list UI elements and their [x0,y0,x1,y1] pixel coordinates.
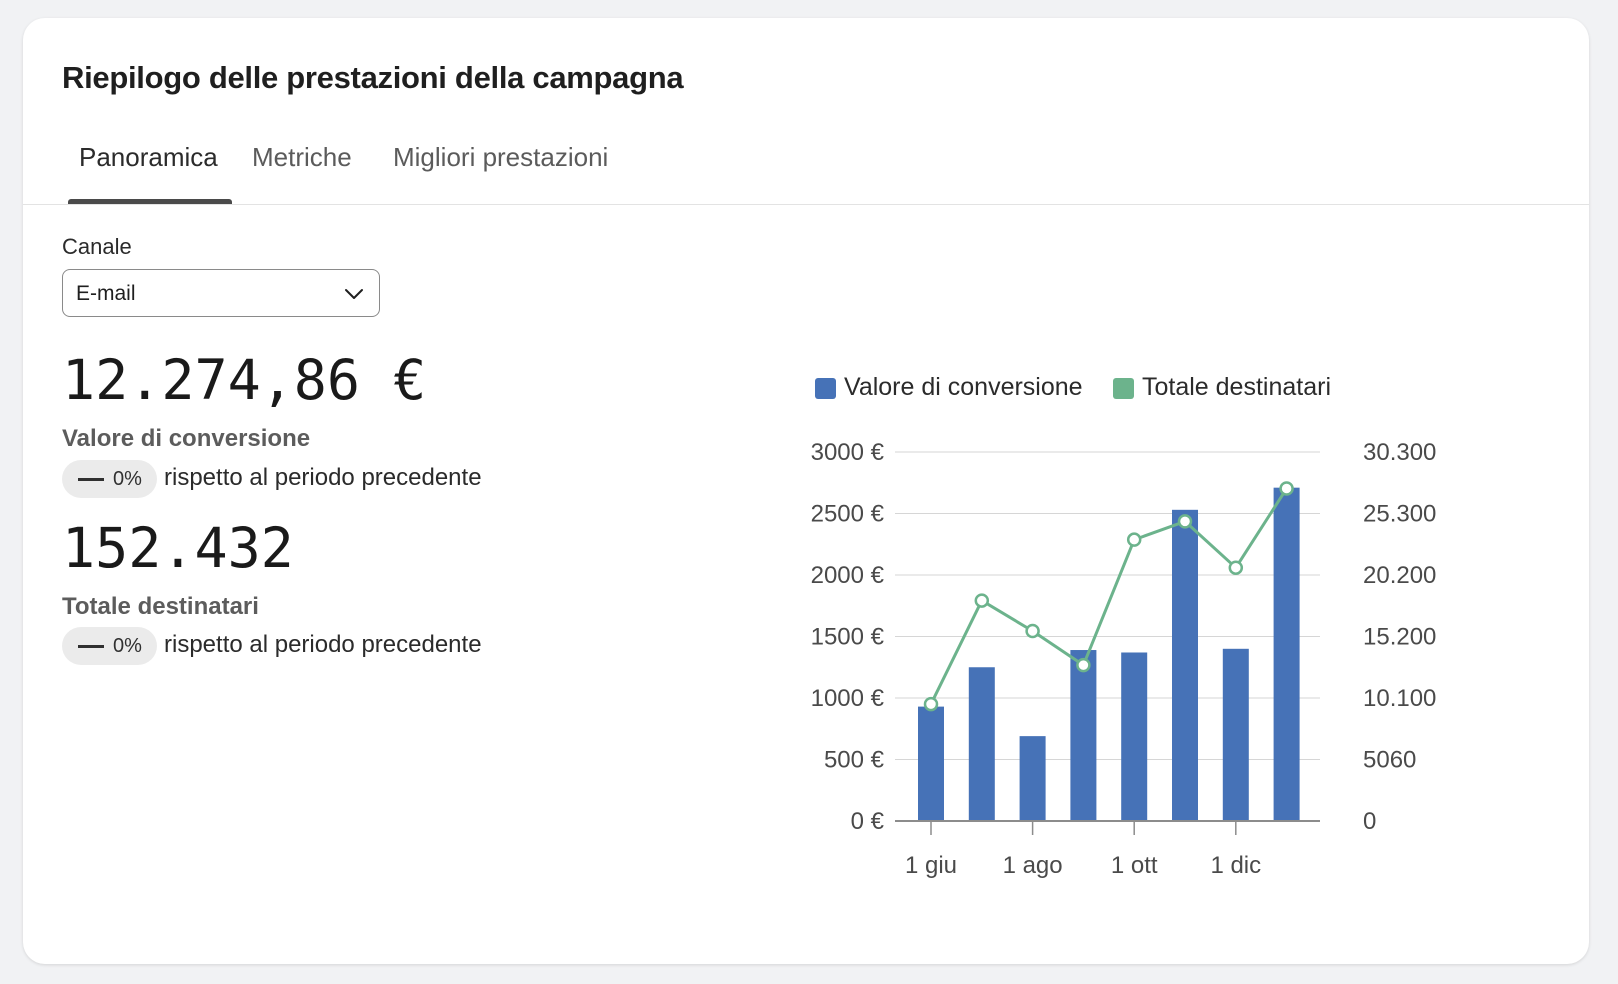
tab-migliori-prestazioni[interactable]: Migliori prestazioni [393,142,609,172]
channel-select[interactable]: E-mail [62,269,380,317]
chevron-down-icon [345,289,363,299]
recipients-line [929,487,1288,705]
y-left-tick-label: 0 € [851,808,885,835]
tick-labels: 0 € 500 € 1000 € 1500 € 2000 € 2500 € 3000 € 0 5… [811,439,1437,879]
active-tab-indicator [68,199,232,204]
x-tick-label: 1 giu [905,852,957,879]
axes [895,820,1320,835]
line-point [974,593,990,608]
y-right-tick-label: 30.300 [1363,439,1436,466]
line-series [923,481,1294,712]
y-left-tick-label: 2000 € [811,562,885,589]
y-left-tick-label: 1500 € [811,624,885,651]
x-tick-label: 1 ago [1003,852,1063,879]
y-left-tick-label: 500 € [824,747,885,774]
channel-select-value: E-mail [76,282,136,305]
tab-panoramica[interactable]: Panoramica [79,142,218,172]
recipients-delta-badge: 0% [62,627,157,665]
recipients-delta-comparison: rispetto al periodo precedente [164,631,482,658]
legend-label-recipients: Totale destinatari [1142,373,1332,401]
legend-label-conversion: Valore di conversione [844,373,1083,401]
y-left-tick-label: 2500 € [811,501,885,528]
y-right-tick-label: 5060 [1363,747,1416,774]
dash-icon [78,478,104,481]
channel-label: Canale [62,234,132,259]
y-right-tick-label: 20.200 [1363,562,1436,589]
bar [1121,652,1148,821]
bar [1172,509,1198,821]
bar [968,667,995,821]
tab-bar: Panoramica Metriche Migliori prestazioni [23,118,1589,205]
line-point [1126,532,1142,547]
conversion-value-label: Valore di conversione [62,425,311,452]
line-point [1076,657,1091,673]
line-point [1228,560,1244,575]
y-right-tick-label: 25.300 [1363,501,1436,528]
bar [1070,650,1097,821]
y-left-tick-label: 1000 € [811,685,885,712]
x-tick-label: 1 ott [1111,852,1158,879]
y-left-tick-label: 3000 € [811,439,885,466]
line-point [1177,514,1193,529]
line-point [1025,623,1040,639]
x-tick-label: 1 dic [1210,852,1261,879]
campaign-summary-card: Riepilogo delle prestazioni della campag… [23,18,1589,964]
recipients-label: Totale destinatari [62,593,259,620]
y-right-tick-label: 10.100 [1363,685,1436,712]
dash-icon [78,645,104,648]
bar [918,706,944,821]
bar [1222,648,1249,821]
conversion-delta-badge: 0% [62,460,157,498]
conversion-value: 12.274,86 € [62,348,427,412]
line-point [923,696,939,712]
y-right-tick-label: 0 [1363,808,1376,835]
bar [1019,736,1046,821]
legend-swatch-recipients [1113,378,1134,399]
y-right-tick-label: 15.200 [1363,624,1436,651]
combo-chart: 0 € 500 € 1000 € 1500 € 2000 € 2500 € 3000 € 0 5… [811,439,1437,879]
legend-swatch-conversion [815,378,836,399]
bar [1273,487,1300,821]
bar-series [918,487,1300,821]
tab-metriche[interactable]: Metriche [252,142,352,172]
page-title: Riepilogo delle prestazioni della campag… [62,60,684,95]
conversion-delta-percent: 0% [113,468,142,490]
line-point [1279,481,1294,496]
conversion-delta-comparison: rispetto al periodo precedente [164,464,482,491]
recipients-value: 152.432 [62,516,294,580]
recipients-delta-percent: 0% [113,635,142,657]
